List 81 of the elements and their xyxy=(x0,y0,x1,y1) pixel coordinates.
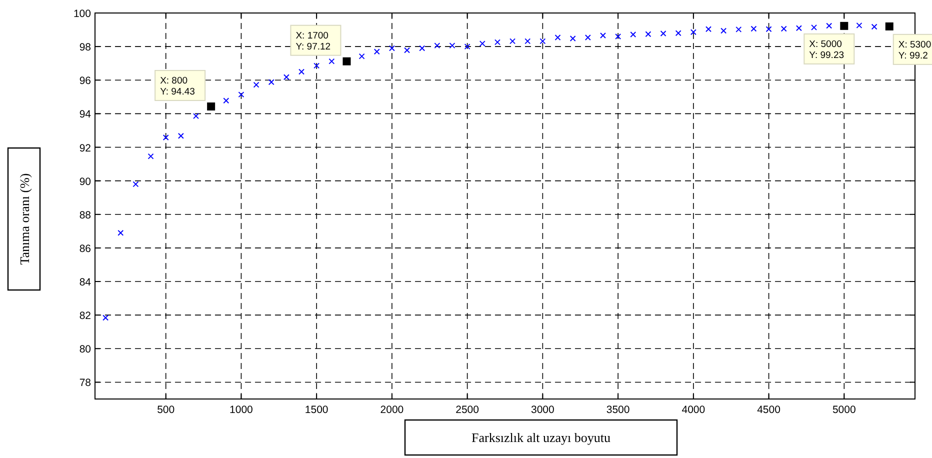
x-tick-label: 3500 xyxy=(606,404,630,416)
y-tick-label: 78 xyxy=(79,377,92,390)
y-tick-label: 90 xyxy=(79,176,92,188)
point xyxy=(223,98,230,104)
point xyxy=(524,38,531,44)
data-tip: X: 5000 Y: 99.23 xyxy=(804,22,855,64)
point xyxy=(660,30,666,36)
annotation: X: 5300 Y: 99.2 xyxy=(898,39,932,62)
y-axis-title: Tanıma oranı (%) xyxy=(17,173,32,265)
y-tick-label: 82 xyxy=(79,310,92,322)
data-tip: X: 800 Y: 94.43 xyxy=(154,70,216,110)
y-tick-label: 84 xyxy=(79,276,92,289)
point xyxy=(298,68,305,75)
point xyxy=(178,132,184,139)
point xyxy=(705,26,712,32)
point xyxy=(675,30,682,36)
point xyxy=(811,24,818,30)
x-tick-label: 2500 xyxy=(456,404,480,416)
annotation: X: 5000 Y: 99.23 xyxy=(809,38,844,61)
point xyxy=(826,22,832,29)
x-tick-label: 1500 xyxy=(304,404,328,416)
point xyxy=(148,153,154,160)
y-tick-label: 94 xyxy=(79,108,92,121)
point xyxy=(132,181,139,188)
y-tick-label: 80 xyxy=(79,344,92,356)
point xyxy=(645,31,652,38)
point xyxy=(464,44,470,50)
point xyxy=(600,32,606,38)
x-tick-label: 5000 xyxy=(832,404,856,416)
point xyxy=(358,53,365,60)
point xyxy=(314,62,320,69)
point xyxy=(871,24,878,30)
point xyxy=(690,29,696,36)
point xyxy=(419,45,426,52)
x-tick-label: 3000 xyxy=(531,404,555,416)
point xyxy=(494,39,500,46)
point xyxy=(736,26,742,32)
point xyxy=(434,42,440,49)
point xyxy=(554,34,561,41)
point xyxy=(102,314,109,321)
point xyxy=(615,33,622,40)
data-tip: X: 1700 Y: 97.12 xyxy=(290,24,351,66)
point xyxy=(283,74,290,80)
point xyxy=(479,40,486,47)
point xyxy=(510,38,516,44)
annotation: X: 800 Y: 94.43 xyxy=(160,75,195,98)
point xyxy=(856,22,862,28)
point xyxy=(540,38,546,44)
x-tick-label: 4000 xyxy=(682,404,706,416)
point xyxy=(328,58,335,64)
point xyxy=(584,34,591,41)
point xyxy=(192,113,199,120)
point xyxy=(750,26,757,32)
point xyxy=(780,26,787,32)
point xyxy=(630,31,636,38)
x-tick-label: 500 xyxy=(157,404,175,416)
x-axis-title: Farksızlık alt uzayı boyutu xyxy=(471,430,611,445)
annotation: X: 1700 Y: 97.12 xyxy=(296,30,331,52)
x-tick-label: 1000 xyxy=(230,404,254,416)
y-tick-label: 88 xyxy=(79,209,92,222)
x-tick-label: 4500 xyxy=(757,404,781,416)
point xyxy=(238,92,244,98)
point xyxy=(388,45,395,52)
data-tip: X: 5300 Y: 99.2 xyxy=(885,22,932,65)
point xyxy=(449,42,456,49)
y-tick-label: 92 xyxy=(79,142,92,154)
point xyxy=(268,79,274,86)
y-tick-label: 100 xyxy=(73,8,92,20)
y-tick-label: 96 xyxy=(79,75,92,88)
point xyxy=(404,47,410,54)
y-tick-label: 98 xyxy=(79,42,92,54)
point xyxy=(253,82,260,88)
point xyxy=(766,26,772,32)
point xyxy=(374,48,380,55)
point xyxy=(118,230,124,236)
x-tick-label: 2000 xyxy=(380,404,404,416)
point xyxy=(796,25,802,32)
point xyxy=(720,28,727,34)
y-tick-label: 86 xyxy=(79,242,92,255)
point xyxy=(162,134,169,141)
point xyxy=(570,36,576,42)
